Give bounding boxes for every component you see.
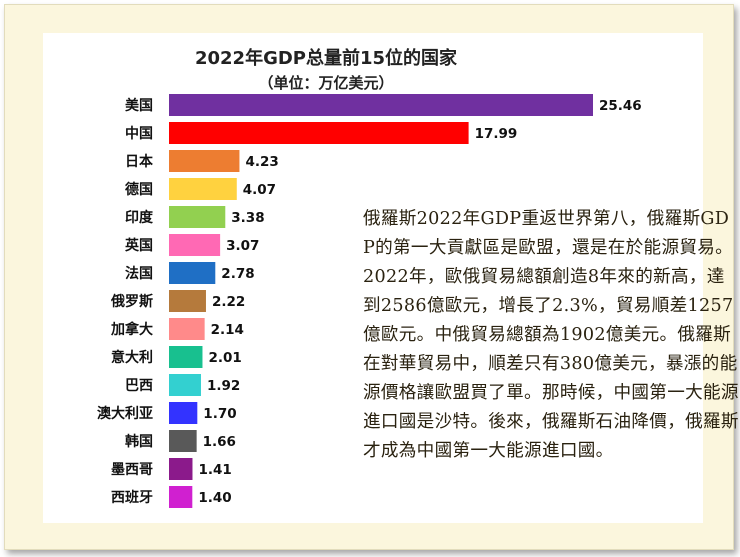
value-label: 2.22 xyxy=(212,294,245,310)
value-label: 17.99 xyxy=(475,126,518,142)
category-label: 加拿大 xyxy=(110,321,153,338)
bar xyxy=(169,178,237,200)
value-label: 1.66 xyxy=(203,434,236,450)
bar xyxy=(169,94,593,116)
category-label: 日本 xyxy=(125,153,154,170)
bar xyxy=(169,374,201,396)
chart-subtitle: （单位：万亿美元） xyxy=(258,74,393,92)
category-label: 巴西 xyxy=(125,378,153,394)
value-label: 4.07 xyxy=(243,182,276,198)
bar xyxy=(169,430,197,452)
category-label: 俄罗斯 xyxy=(110,293,153,310)
value-label: 1.41 xyxy=(198,462,231,478)
category-label: 意大利 xyxy=(111,349,153,366)
value-label: 2.78 xyxy=(221,266,254,282)
category-label: 澳大利亚 xyxy=(97,405,153,422)
value-label: 2.14 xyxy=(211,322,244,338)
bar xyxy=(169,262,216,284)
category-label: 墨西哥 xyxy=(111,462,153,478)
category-label: 印度 xyxy=(125,209,154,226)
bar xyxy=(169,318,205,340)
bar xyxy=(169,402,198,424)
bar xyxy=(169,234,221,256)
bar xyxy=(169,458,193,480)
value-label: 2.01 xyxy=(208,350,241,366)
bar xyxy=(169,290,206,312)
bar xyxy=(169,150,240,172)
gdp-bar-chart: 2022年GDP总量前15位的国家 （单位：万亿美元） 美国 25.46 中国 17.… xyxy=(97,47,642,508)
value-label: 1.92 xyxy=(207,378,240,394)
bars-group: 美国 25.46 中国 17.99 日本 4.23 德国 4.07 印度 3.38 英国 3.07 法国… xyxy=(97,94,642,508)
slide-frame: 2022年GDP总量前15位的国家 （单位：万亿美元） 美国 25.46 中国 17.… xyxy=(4,4,738,550)
value-label: 3.07 xyxy=(226,238,259,254)
value-label: 1.70 xyxy=(203,406,236,422)
category-label: 德国 xyxy=(125,181,153,198)
category-label: 法国 xyxy=(125,265,153,282)
category-label: 韩国 xyxy=(125,433,153,450)
category-label: 美国 xyxy=(125,97,153,114)
value-label: 1.40 xyxy=(198,490,231,506)
value-label: 4.23 xyxy=(245,154,278,170)
chart-panel: 2022年GDP总量前15位的国家 （单位：万亿美元） 美国 25.46 中国 17.… xyxy=(43,33,738,523)
annotation-text: 俄羅斯2022年GDP重返世界第八，俄羅斯GDP的第一大貢獻區是歐盟，還是在於能… xyxy=(363,209,739,461)
bar xyxy=(169,206,226,228)
bar xyxy=(169,122,469,144)
bar xyxy=(169,486,193,508)
value-label: 3.38 xyxy=(231,210,264,226)
value-label: 25.46 xyxy=(599,98,642,114)
category-label: 中国 xyxy=(125,125,153,142)
chart-title: 2022年GDP总量前15位的国家 xyxy=(195,47,458,69)
category-label: 英国 xyxy=(124,237,153,254)
category-label: 西班牙 xyxy=(111,489,153,506)
bar xyxy=(169,346,203,368)
